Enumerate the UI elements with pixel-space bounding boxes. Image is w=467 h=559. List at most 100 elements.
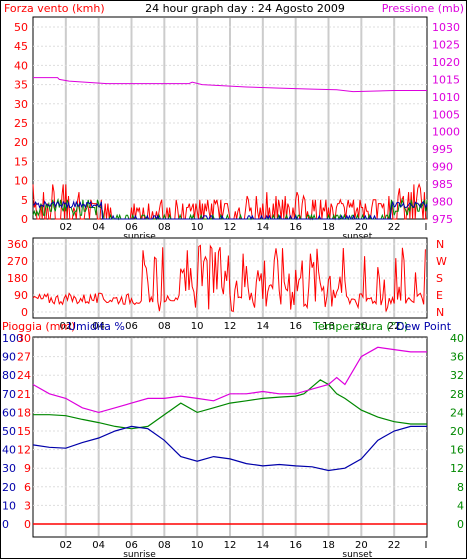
direction-x-tick-label: 22 <box>388 321 401 332</box>
pressure-y-tick-label: 1025 <box>432 38 460 51</box>
temp-x-tick-label: 06 <box>125 540 138 551</box>
direction-x-tick-label: 18 <box>322 321 335 332</box>
temp-x-tick-label: 16 <box>289 540 302 551</box>
temp-y-tick-label: 20 <box>450 425 464 438</box>
direction-y-tick-label: 270 <box>7 255 28 268</box>
wind-x-tick-label: 04 <box>92 222 105 233</box>
direction-x-tick-label: 06 <box>125 321 138 332</box>
humidity-y-tick-label: 40 <box>2 444 16 457</box>
temp-y-tick-label: 36 <box>450 351 464 364</box>
pressure-y-tick-label: 985 <box>432 178 453 191</box>
pressure-y-tick-label: 1015 <box>432 73 460 86</box>
temp-y-tick-label: 8 <box>457 481 464 494</box>
rain-y-tick-label: 18 <box>17 406 31 419</box>
rain-y-tick-label: 9 <box>24 462 31 475</box>
wind-x-tick-label: 02 <box>59 222 72 233</box>
sunrise-label-lower: sunrise <box>123 550 156 559</box>
rain-axis-label: Pioggia (mm) <box>2 320 75 333</box>
wind-y-tick-label: 5 <box>21 194 28 207</box>
pressure-y-tick-label: 980 <box>432 196 453 209</box>
rain-y-tick-label: 15 <box>17 425 31 438</box>
humidity-y-tick-label: 80 <box>2 369 16 382</box>
direction-compass-label: N <box>436 238 444 251</box>
temp-y-tick-label: 40 <box>450 332 464 345</box>
sunrise-label: sunrise <box>123 232 156 242</box>
rain-y-tick-label: 0 <box>24 518 31 531</box>
pressure-y-tick-label: 990 <box>432 161 453 174</box>
temp-y-tick-label: 12 <box>450 462 464 475</box>
rain-y-tick-label: 21 <box>17 388 31 401</box>
temp-y-tick-label: 0 <box>457 518 464 531</box>
direction-y-tick-label: 360 <box>7 238 28 251</box>
wind-y-tick-label: 15 <box>14 155 28 168</box>
pressure-y-tick-label: 975 <box>432 213 453 226</box>
humidity-y-tick-label: 30 <box>2 462 16 475</box>
wind-x-tick-label: 14 <box>256 222 269 233</box>
pressure-axis-label: Pressione (mb) <box>382 2 464 15</box>
temp-x-tick-label: 22 <box>388 540 401 551</box>
wind-y-tick-label: 50 <box>14 21 28 34</box>
temp-y-tick-label: 16 <box>450 444 464 457</box>
direction-compass-label: E <box>436 289 443 302</box>
direction-y-tick-label: 90 <box>14 289 28 302</box>
wind-x-tick-label: 12 <box>224 222 237 233</box>
direction-x-tick-label: 16 <box>289 321 302 332</box>
wind-y-tick-label: 20 <box>14 136 28 149</box>
rain-y-tick-label: 3 <box>24 499 31 512</box>
pressure-y-tick-label: 1000 <box>432 126 460 139</box>
direction-x-tick-label: 04 <box>92 321 105 332</box>
pressure-y-tick-label: 1030 <box>432 21 460 34</box>
rain-y-tick-label: 24 <box>17 369 31 382</box>
wind-y-tick-label: 35 <box>14 79 28 92</box>
chart-title: 24 hour graph day : 24 Agosto 2009 <box>145 2 345 15</box>
humidity-y-tick-label: 90 <box>2 351 16 364</box>
temperature-axis-label: Temperatura (°C) <box>312 320 408 333</box>
humidity-y-tick-label: 20 <box>2 481 16 494</box>
wind-x-end-tick: I <box>425 222 428 233</box>
temp-y-tick-label: 24 <box>450 406 464 419</box>
direction-x-tick-label: 12 <box>224 321 237 332</box>
direction-compass-label: W <box>436 255 447 268</box>
wind-y-tick-label: 30 <box>14 98 28 111</box>
direction-y-tick-label: 180 <box>7 272 28 285</box>
wind-x-tick-label: 18 <box>322 222 335 233</box>
rain-y-tick-label: 27 <box>17 351 31 364</box>
temp-x-tick-label: 12 <box>224 540 237 551</box>
temp-y-tick-label: 32 <box>450 369 464 382</box>
rain-y-tick-label: 30 <box>17 332 31 345</box>
wind-x-tick-label: 08 <box>158 222 171 233</box>
pressure-line <box>33 77 427 93</box>
direction-x-tick-label: 10 <box>191 321 204 332</box>
pressure-y-tick-label: 1010 <box>432 91 460 104</box>
pressure-y-tick-label: 1005 <box>432 108 460 121</box>
humidity-y-tick-label: 0 <box>2 518 9 531</box>
humidity-y-tick-label: 70 <box>2 388 16 401</box>
wind-x-tick-label: 22 <box>388 222 401 233</box>
wind-y-tick-label: 10 <box>14 175 28 188</box>
humidity-line <box>32 346 427 414</box>
pressure-y-tick-label: 1020 <box>432 56 460 69</box>
wind-x-tick-label: 10 <box>191 222 204 233</box>
direction-compass-label: S <box>436 272 443 285</box>
temp-x-tick-label: 18 <box>322 540 335 551</box>
temp-y-tick-label: 28 <box>450 388 464 401</box>
sunset-label: sunset <box>342 232 372 242</box>
wind-average-line <box>32 200 428 221</box>
wind-x-tick-label: 16 <box>289 222 302 233</box>
direction-x-tick-label: 14 <box>256 321 269 332</box>
rain-y-tick-label: 6 <box>24 481 31 494</box>
dewpoint-line <box>32 425 427 472</box>
temp-x-tick-label: 04 <box>92 540 105 551</box>
temp-x-tick-label: 14 <box>256 540 269 551</box>
sunset-label-lower: sunset <box>342 550 372 559</box>
humidity-y-tick-label: 100 <box>2 332 23 345</box>
direction-x-tick-label: 08 <box>158 321 171 332</box>
dewpoint-axis-label: Dew Point <box>396 320 452 333</box>
temp-x-tick-label: 02 <box>59 540 72 551</box>
direction-x-tick-label: 02 <box>59 321 72 332</box>
direction-x-tick-label: 20 <box>355 321 368 332</box>
